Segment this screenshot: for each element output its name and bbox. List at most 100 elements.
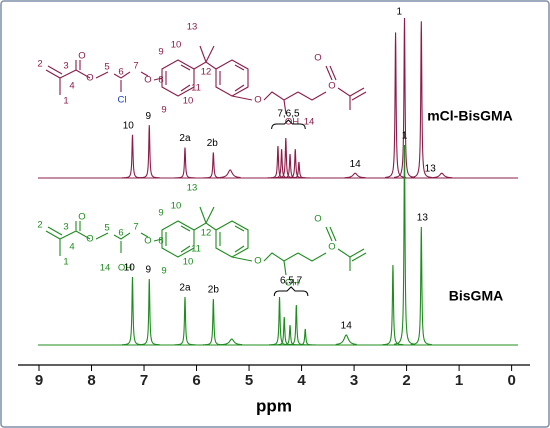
structure-label: 12 bbox=[201, 228, 212, 239]
structure-label: 6 bbox=[118, 67, 123, 78]
peak-label: 7,6,5 bbox=[277, 109, 300, 120]
structure-label: 1 bbox=[63, 257, 68, 268]
x-tick-label: 9 bbox=[35, 372, 43, 389]
peak bbox=[202, 298, 224, 346]
peak-label: 13 bbox=[417, 213, 429, 224]
structure-label: O bbox=[86, 234, 93, 245]
peak bbox=[344, 172, 366, 179]
x-tick-label: 5 bbox=[245, 372, 253, 389]
structure-label: 13 bbox=[187, 22, 198, 33]
structure-label: 11 bbox=[191, 244, 201, 255]
structure-label: O bbox=[86, 73, 93, 84]
structure-label: 10 bbox=[183, 96, 194, 107]
x-tick-label: 1 bbox=[455, 372, 463, 389]
brace bbox=[271, 119, 306, 130]
structure-label: O bbox=[78, 212, 85, 223]
structure-label: 14 bbox=[304, 117, 315, 128]
structure-label: 13 bbox=[187, 183, 198, 194]
structure-label: 9 bbox=[161, 105, 166, 116]
structure-label: Cl bbox=[118, 95, 127, 106]
structure-label: 10 bbox=[171, 40, 182, 51]
x-axis-label: ppm bbox=[256, 396, 292, 415]
series-name: mCl-BisGMA bbox=[427, 108, 513, 124]
peak bbox=[410, 21, 432, 178]
x-tick-label: 0 bbox=[507, 372, 515, 389]
peak bbox=[279, 153, 301, 179]
structure-label: 5 bbox=[104, 223, 109, 234]
structure-label: 9 bbox=[161, 266, 166, 277]
structure-label: 12 bbox=[201, 67, 212, 78]
structure-label: 4 bbox=[69, 81, 74, 92]
peak-label: 9 bbox=[145, 111, 151, 122]
series-name: BisGMA bbox=[449, 288, 503, 304]
peak-label: 10 bbox=[123, 120, 135, 131]
peak bbox=[294, 328, 316, 346]
peak bbox=[382, 264, 404, 346]
structure-label: O bbox=[328, 81, 335, 92]
peak-label: 14 bbox=[350, 159, 362, 170]
x-tick-label: 4 bbox=[297, 372, 306, 389]
peak-label: 13 bbox=[425, 164, 437, 175]
structure-label: O bbox=[328, 242, 335, 253]
peak-label: 10 bbox=[124, 263, 136, 274]
structure-label: 9 bbox=[158, 47, 163, 58]
structure-label: O bbox=[314, 214, 321, 225]
structure-label: 8 bbox=[158, 236, 163, 247]
structure-bonds bbox=[45, 206, 367, 276]
peak bbox=[288, 161, 310, 179]
structure-label: 2 bbox=[37, 59, 42, 70]
structure-label: 11 bbox=[191, 83, 201, 94]
x-tick-label: 2 bbox=[402, 372, 410, 389]
structure-label: O bbox=[254, 95, 261, 106]
structure-label: 2 bbox=[37, 220, 42, 231]
peak bbox=[138, 278, 160, 346]
structure-label: O bbox=[78, 51, 85, 62]
peak-label: 1 bbox=[402, 131, 408, 142]
structure-label: 6 bbox=[118, 228, 123, 239]
peak bbox=[393, 17, 416, 178]
structure-label: OH bbox=[118, 263, 132, 274]
peak-label: 2b bbox=[208, 285, 220, 296]
peak-label: 9 bbox=[145, 265, 151, 276]
peak bbox=[393, 144, 416, 345]
peak bbox=[138, 125, 160, 179]
peak-label: 1 bbox=[396, 7, 402, 18]
structure-label: OH bbox=[285, 117, 299, 128]
structure-label: O bbox=[144, 75, 151, 86]
peak bbox=[174, 147, 196, 179]
peak bbox=[219, 169, 241, 179]
peak bbox=[385, 32, 407, 179]
structure-label: 10 bbox=[183, 257, 194, 268]
brace bbox=[273, 286, 309, 297]
x-tick-label: 6 bbox=[192, 372, 200, 389]
structure-label: 1 bbox=[63, 96, 68, 107]
structure-label: 5 bbox=[104, 62, 109, 73]
structure-label: O bbox=[314, 53, 321, 64]
structure-label: 7 bbox=[133, 222, 138, 233]
peak-label: 2a bbox=[179, 283, 191, 294]
structure-label: 14 bbox=[100, 263, 111, 274]
structure-label: 3 bbox=[63, 222, 68, 233]
structure-label: 9 bbox=[158, 208, 163, 219]
peak bbox=[285, 304, 307, 346]
structure-label: 4 bbox=[69, 242, 74, 253]
structure-label: O bbox=[254, 256, 261, 267]
peak-label: 2a bbox=[179, 133, 191, 144]
peak bbox=[221, 338, 243, 346]
peak-label: 2b bbox=[207, 138, 219, 149]
peak-label: 14 bbox=[341, 321, 353, 332]
peak bbox=[410, 226, 432, 346]
x-tick-label: 7 bbox=[140, 372, 148, 389]
peak bbox=[174, 296, 196, 346]
structure-label: OH bbox=[285, 278, 299, 289]
structure-label: O bbox=[144, 236, 151, 247]
x-tick-label: 3 bbox=[350, 372, 358, 389]
structure-label: 7 bbox=[133, 61, 138, 72]
structure-bonds bbox=[45, 45, 367, 115]
structure-label: 10 bbox=[171, 201, 182, 212]
peak bbox=[335, 334, 357, 345]
structure-label: 8 bbox=[158, 75, 163, 86]
